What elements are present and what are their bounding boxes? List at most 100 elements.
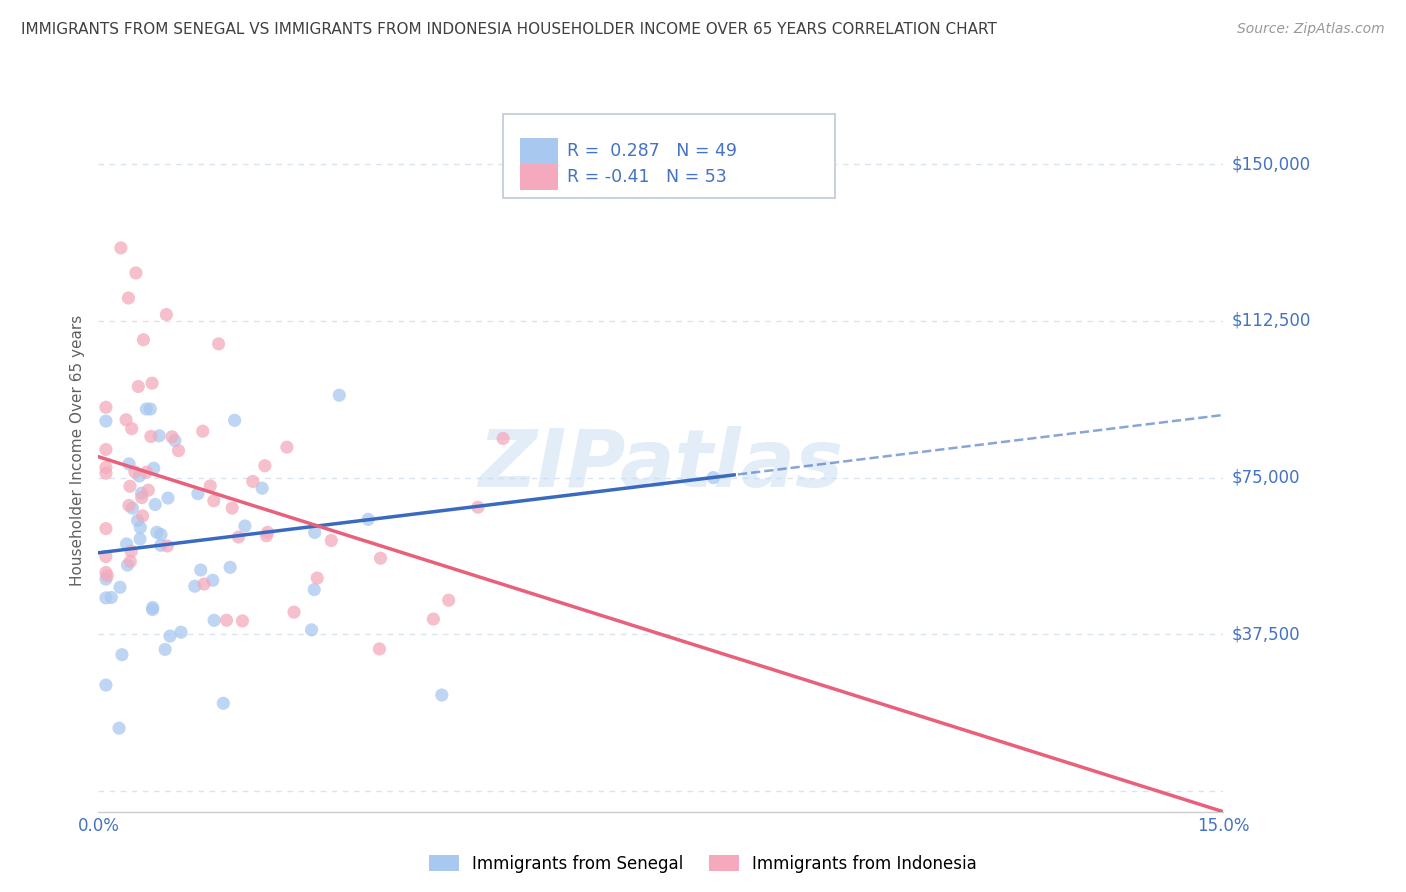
Point: [242, 475, 264, 489]
Point: [193, 577, 215, 591]
Point: [202, 613, 225, 627]
Point: [156, 491, 179, 505]
Point: [139, 402, 162, 417]
Point: [148, 429, 170, 443]
Point: [117, 558, 139, 573]
Point: [118, 499, 141, 513]
Point: [115, 537, 138, 551]
Point: [94, 566, 117, 580]
Point: [132, 333, 155, 347]
Point: [167, 443, 190, 458]
Y-axis label: Householder Income Over 65 years: Householder Income Over 65 years: [69, 315, 84, 586]
Point: [121, 422, 143, 436]
Point: [141, 376, 163, 391]
Point: [231, 614, 253, 628]
Point: [228, 530, 250, 544]
Point: [422, 612, 444, 626]
Point: [155, 308, 177, 322]
Point: [117, 291, 139, 305]
Point: [190, 563, 212, 577]
Point: [125, 266, 148, 280]
Point: [96, 568, 118, 582]
Text: IMMIGRANTS FROM SENEGAL VS IMMIGRANTS FROM INDONESIA HOUSEHOLDER INCOME OVER 65 : IMMIGRANTS FROM SENEGAL VS IMMIGRANTS FR…: [21, 22, 997, 37]
Point: [159, 629, 181, 643]
Point: [202, 493, 225, 508]
FancyBboxPatch shape: [520, 138, 558, 164]
Point: [150, 527, 173, 541]
Text: $75,000: $75,000: [1232, 468, 1301, 487]
Point: [135, 465, 157, 479]
Point: [94, 467, 117, 481]
Point: [215, 613, 238, 627]
Point: [131, 491, 153, 505]
Point: [94, 572, 117, 586]
Point: [492, 432, 515, 446]
Point: [127, 513, 149, 527]
Point: [283, 605, 305, 619]
Point: [160, 430, 183, 444]
Point: [131, 508, 153, 523]
Point: [142, 600, 165, 615]
Text: $112,500: $112,500: [1232, 312, 1310, 330]
Point: [256, 529, 278, 543]
Point: [370, 551, 392, 566]
Point: [108, 580, 131, 594]
Point: [233, 519, 256, 533]
Point: [142, 602, 165, 616]
Text: R = -0.41   N = 53: R = -0.41 N = 53: [568, 169, 727, 186]
Point: [321, 533, 343, 548]
Text: Source: ZipAtlas.com: Source: ZipAtlas.com: [1237, 22, 1385, 37]
Point: [136, 483, 159, 498]
FancyBboxPatch shape: [503, 114, 835, 198]
Point: [129, 520, 152, 534]
Point: [94, 414, 117, 428]
Point: [149, 538, 172, 552]
Point: [94, 401, 117, 415]
Point: [118, 457, 141, 471]
Point: [94, 460, 117, 475]
Point: [301, 623, 323, 637]
Point: [128, 469, 150, 483]
Point: [184, 579, 207, 593]
Point: [142, 461, 165, 475]
Point: [120, 544, 142, 558]
Text: $150,000: $150,000: [1232, 155, 1310, 173]
Point: [307, 571, 329, 585]
Point: [139, 429, 162, 443]
Point: [357, 512, 380, 526]
Point: [702, 470, 724, 484]
Point: [191, 424, 214, 438]
Point: [127, 379, 149, 393]
Point: [467, 500, 489, 515]
Point: [250, 481, 273, 495]
Point: [111, 648, 134, 662]
Point: [94, 522, 117, 536]
Point: [153, 642, 176, 657]
Text: R =  0.287   N = 49: R = 0.287 N = 49: [568, 143, 738, 161]
Point: [170, 625, 193, 640]
Point: [201, 574, 224, 588]
Point: [224, 413, 246, 427]
Point: [110, 241, 132, 255]
Point: [328, 388, 350, 402]
Point: [131, 486, 153, 500]
Point: [200, 479, 222, 493]
Point: [304, 525, 326, 540]
Point: [187, 486, 209, 500]
Point: [212, 696, 235, 710]
Point: [94, 591, 117, 605]
Point: [219, 560, 242, 574]
Point: [221, 501, 243, 516]
FancyBboxPatch shape: [520, 164, 558, 190]
Point: [163, 434, 186, 448]
Point: [124, 465, 146, 479]
Point: [368, 641, 391, 656]
Point: [94, 678, 117, 692]
Point: [108, 721, 131, 735]
Point: [430, 688, 453, 702]
Point: [156, 539, 179, 553]
Point: [135, 402, 157, 417]
Point: [256, 525, 278, 540]
Point: [118, 479, 141, 493]
Point: [129, 532, 152, 546]
